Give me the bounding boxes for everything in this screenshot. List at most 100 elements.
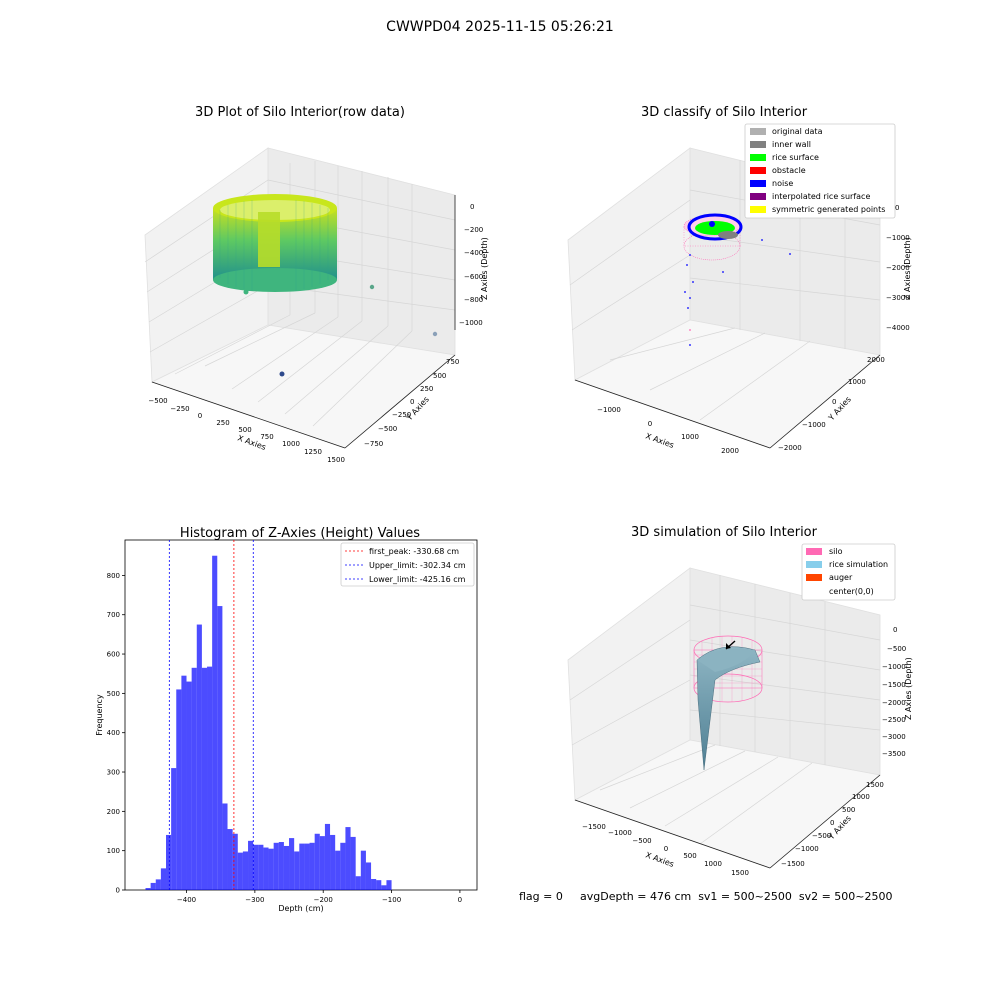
histogram-bar bbox=[294, 851, 300, 890]
legend-label: original data bbox=[772, 127, 823, 136]
panel4-zlabel: Z Axies (Depth) bbox=[904, 657, 913, 720]
histogram-bar bbox=[273, 842, 279, 890]
panel1-zlabel: Z Axies (Depth) bbox=[480, 237, 489, 300]
p4-xtick: −500 bbox=[632, 837, 651, 845]
y-tick-label: 400 bbox=[107, 729, 120, 737]
legend-swatch bbox=[806, 574, 822, 581]
histogram-bar bbox=[381, 885, 387, 890]
histogram-bar bbox=[371, 878, 377, 890]
legend-label: first_peak: -330.68 cm bbox=[369, 547, 459, 556]
legend-swatch bbox=[750, 193, 766, 200]
legend-swatch bbox=[750, 128, 766, 135]
histogram-bar bbox=[258, 844, 264, 890]
panel2-zlabel: Z Axies (Depth) bbox=[903, 237, 912, 300]
x-tick-label: −100 bbox=[382, 896, 401, 904]
p4-xtick: −1000 bbox=[608, 829, 632, 837]
histogram-bar bbox=[386, 880, 392, 890]
legend-label: obstacle bbox=[772, 166, 806, 175]
legend-label: symmetric generated points bbox=[772, 205, 885, 214]
panel4-z-ticks: 0 −500 −1000 −1500 −2000 −2500 −3000 −35… bbox=[882, 626, 906, 758]
p1-ytick: 250 bbox=[420, 385, 433, 393]
p1-ytick: 0 bbox=[410, 398, 414, 406]
histogram-bar bbox=[176, 689, 182, 890]
histogram-bar bbox=[248, 840, 254, 890]
p2-xtick: 0 bbox=[648, 420, 652, 428]
panel4-y-ticks: 1500 1000 500 0 −500 −1000 −1500 bbox=[781, 781, 884, 868]
histogram-bar bbox=[145, 888, 151, 890]
p4-ztick: −500 bbox=[887, 645, 906, 653]
legend-label: inner wall bbox=[772, 140, 811, 149]
histogram-title: Histogram of Z-Axies (Height) Values bbox=[180, 526, 420, 541]
p1-ztick: −600 bbox=[464, 273, 483, 281]
p4-xtick: −1500 bbox=[582, 823, 606, 831]
panel2-title: 3D classify of Silo Interior bbox=[641, 105, 808, 120]
legend-swatch bbox=[750, 180, 766, 187]
histogram-bar bbox=[268, 848, 274, 890]
histogram-bar bbox=[207, 666, 213, 890]
p1-ytick: 750 bbox=[446, 358, 459, 366]
panel2-xlabel: X Axies bbox=[644, 431, 675, 450]
p4-xtick: 1500 bbox=[731, 869, 749, 877]
histogram-bar bbox=[283, 845, 290, 890]
legend-label: Upper_limit: -302.34 cm bbox=[369, 561, 466, 570]
panel4-title: 3D simulation of Silo Interior bbox=[631, 525, 818, 540]
histogram-bar bbox=[263, 847, 269, 890]
panel4-silo-simulation bbox=[693, 635, 763, 771]
figure-suptitle: CWWPD04 2025-11-15 05:26:21 bbox=[386, 19, 614, 35]
histogram-bar bbox=[253, 844, 259, 890]
y-tick-label: 500 bbox=[107, 690, 120, 698]
p2-ztick: −1000 bbox=[886, 234, 910, 242]
histogram-bar bbox=[299, 843, 305, 890]
x-tick-label: −200 bbox=[314, 896, 333, 904]
panel2-legend: original data inner wall rice surface ob… bbox=[744, 123, 896, 219]
panel1-axes-box bbox=[144, 147, 456, 449]
histogram-x-ticks: −400 −300 −200 −100 0 bbox=[177, 890, 462, 904]
p4-xtick: 1000 bbox=[704, 860, 722, 868]
legend-label: center(0,0) bbox=[829, 587, 874, 596]
panel-classify-3d: 3D classify of Silo Interior bbox=[567, 105, 912, 455]
p1-xtick: 250 bbox=[216, 419, 229, 427]
panel-simulation-3d: 3D simulation of Silo Interior bbox=[567, 525, 913, 877]
p4-ztick: −2000 bbox=[882, 699, 906, 707]
p1-xtick: 1000 bbox=[282, 440, 300, 448]
panel1-x-ticks: −500 −250 0 250 500 750 1000 1250 1500 bbox=[148, 397, 345, 464]
histogram-bar bbox=[171, 768, 177, 890]
y-tick-label: 100 bbox=[107, 847, 120, 855]
panel-histogram: Histogram of Z-Axies (Height) Values −40… bbox=[95, 526, 478, 913]
p4-ytick: −1500 bbox=[781, 860, 805, 868]
p2-ztick: −2000 bbox=[886, 264, 910, 272]
y-tick-label: 0 bbox=[116, 887, 120, 895]
p4-ytick: 1500 bbox=[866, 781, 884, 789]
x-tick-label: −400 bbox=[177, 896, 196, 904]
p1-xtick: −250 bbox=[170, 405, 189, 413]
histogram-bar bbox=[335, 850, 341, 890]
p4-ztick: 0 bbox=[893, 626, 897, 634]
p4-ztick: −1000 bbox=[882, 663, 906, 671]
p1-ztick: 0 bbox=[470, 203, 474, 211]
p2-ztick: −4000 bbox=[886, 324, 910, 332]
flag-text: flag = 0 bbox=[519, 890, 563, 903]
histogram-bar bbox=[309, 842, 315, 890]
p1-ztick: −400 bbox=[464, 249, 483, 257]
histogram-bar bbox=[181, 675, 187, 890]
p2-ztick: 0 bbox=[895, 204, 899, 212]
histogram-bar bbox=[376, 880, 382, 890]
legend-label: auger bbox=[829, 573, 853, 582]
histogram-ylabel: Frequency bbox=[95, 694, 104, 736]
histogram-bar bbox=[345, 827, 351, 890]
histogram-bar bbox=[237, 852, 243, 890]
p4-ztick: −3500 bbox=[882, 750, 906, 758]
histogram-bar bbox=[227, 829, 233, 890]
panel2-ylabel: Y Axies bbox=[826, 395, 853, 423]
histogram-y-ticks: 0 100 200 300 400 500 600 700 800 bbox=[107, 572, 125, 895]
legend-label: rice simulation bbox=[829, 560, 888, 569]
p2-xtick: −1000 bbox=[597, 406, 621, 414]
p1-ztick: −1000 bbox=[459, 319, 483, 327]
p2-ztick: −3000 bbox=[886, 294, 910, 302]
histogram-bar bbox=[350, 836, 356, 890]
p2-ytick: 1000 bbox=[848, 378, 866, 386]
panel1-y-ticks: 750 500 250 0 −250 −500 −750 bbox=[364, 358, 459, 448]
legend-swatch bbox=[750, 141, 766, 148]
histogram-bar bbox=[186, 681, 192, 890]
